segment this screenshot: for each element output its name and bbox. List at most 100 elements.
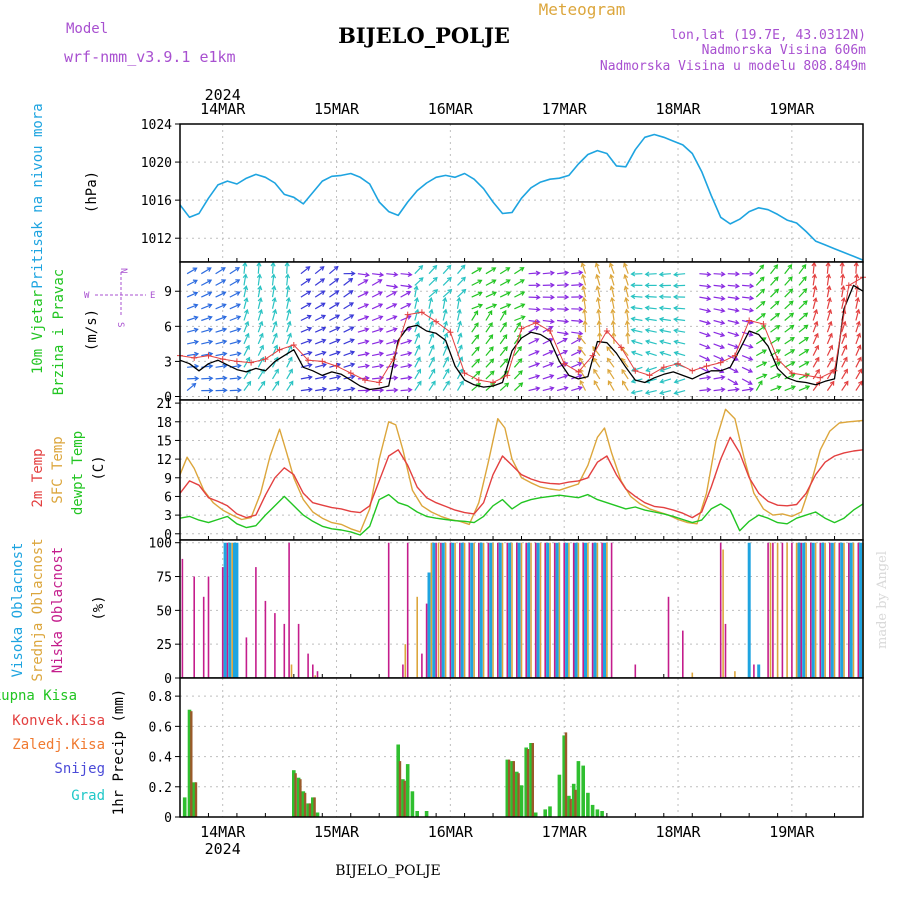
wind-barb-451	[770, 386, 782, 392]
wind-barb-head-367	[644, 339, 651, 345]
wind-barb-267	[528, 350, 539, 357]
wind-barb-head-362	[630, 271, 636, 277]
wind-barb-head-298	[577, 373, 583, 379]
wind-barb-215	[456, 309, 461, 321]
wind-barb-222	[471, 358, 480, 368]
wind-barb-head-314	[582, 308, 588, 314]
wind-barb-303	[571, 319, 583, 322]
wind-barb-head-471	[788, 276, 793, 282]
low-cloud-title: Niska Oblacnost	[50, 547, 66, 673]
wind-barb-head-299	[577, 361, 583, 367]
wind-barb-head-498	[828, 344, 834, 350]
wind-barb-377	[660, 351, 672, 357]
wind-barb-73	[271, 297, 276, 309]
wind-barb-214	[456, 321, 462, 333]
wind-barb-head-51	[243, 297, 249, 303]
wind-barb-416	[713, 284, 725, 288]
wind-barb-465	[784, 349, 795, 357]
wind-barb-head-359	[630, 305, 636, 311]
wind-barb-head-382	[658, 294, 664, 300]
model-name: wrf-nmm_v3.9.1 e1km	[64, 48, 236, 66]
wind-barb-184	[414, 286, 418, 298]
wind-barb-head-331	[607, 368, 612, 374]
wind-barb-209	[456, 380, 464, 391]
top-day-label-2: 16MAR	[428, 100, 474, 118]
wind-barb-head-490	[813, 308, 819, 315]
wind-barb-220	[471, 383, 481, 392]
wind-barb-448	[755, 288, 765, 298]
wind-barb-82	[286, 321, 291, 333]
wind-barb-head-355	[630, 350, 637, 356]
wind-barb-head-438	[749, 283, 755, 289]
wind-barb-4	[186, 341, 199, 345]
wind-barb-510	[841, 333, 847, 345]
precip-total-bar-6	[306, 803, 310, 817]
wind-barb-head-442	[762, 361, 768, 367]
wind-barb-226	[471, 310, 479, 321]
wind-gust-marker-47	[845, 282, 852, 289]
wind-barb-head-13	[208, 363, 214, 369]
wind-barb-279	[542, 338, 553, 345]
wind-barb-41	[229, 291, 240, 298]
wind-barb-139	[357, 303, 369, 310]
wind-barb-head-295	[564, 282, 570, 288]
wind-barb-469	[784, 300, 794, 310]
wind-barb-338	[610, 286, 615, 298]
wind-axis-title: 10m Vjetar Brzina i Pravac (m/s) N W E S	[30, 268, 155, 395]
wind-barb-head-378	[659, 339, 665, 345]
wind-barb-435	[741, 319, 753, 324]
t2m-title: 2m Temp	[30, 448, 46, 507]
wind-barb-head-227	[477, 303, 484, 309]
wind-barb-265	[528, 375, 540, 380]
wind-barb-head-2	[194, 363, 200, 369]
wind-barb-head-403	[706, 308, 712, 314]
wind-barb-271	[528, 308, 540, 311]
wind-barb-head-212	[458, 344, 463, 350]
wind-barb-522	[855, 321, 860, 333]
wind-gust-marker-34	[660, 364, 667, 371]
wind-barb-470	[784, 288, 793, 298]
wind-barb-head-185	[418, 277, 424, 282]
wind-barb-274	[528, 272, 540, 275]
wind-barb-143	[372, 389, 384, 392]
wind-barb-head-457	[775, 312, 781, 318]
wind-barb-head-472	[787, 264, 793, 270]
wind-barb-341	[622, 380, 629, 391]
wind-barb-head-323	[597, 331, 603, 337]
wind-barb-head-203	[443, 320, 448, 326]
wind-barb-120	[329, 266, 339, 275]
precip-ytick-label-2: 0.4	[149, 751, 173, 766]
wind-barb-144	[372, 377, 384, 380]
wind-barb-244	[499, 358, 508, 368]
wind-barb-head-452	[776, 373, 782, 379]
wind-barb-248	[499, 310, 507, 321]
wind-barb-293	[557, 308, 569, 310]
wind-barb-head-418	[734, 386, 740, 393]
wind-barb-head-510	[842, 332, 847, 338]
wind-barb-head-511	[841, 320, 847, 326]
wind-barb-351	[623, 263, 629, 274]
wind-barb-head-11	[208, 387, 214, 394]
wind-barb-491	[812, 298, 817, 309]
wind-barb-238	[485, 304, 497, 310]
precip-conv-bar-16	[574, 789, 577, 817]
wind-barb-head-350	[623, 273, 629, 279]
wind-barb-head-369	[644, 316, 650, 322]
wind-barb-355	[631, 351, 643, 357]
wind-barb-189	[428, 357, 435, 368]
wind-barb-head-34	[236, 375, 242, 381]
wind-gust-marker-28	[575, 368, 582, 375]
wind-barb-head-38	[236, 327, 242, 333]
wind-barb-head-180	[415, 332, 421, 338]
wind-gust-marker-2	[205, 352, 212, 359]
wind-barb-183	[414, 297, 418, 309]
wind-barb-head-152	[377, 279, 383, 284]
bottom-date-labels: 14MAR 15MAR 16MAR 17MAR 18MAR 19MAR 2024	[200, 823, 815, 858]
wind-barb-376	[660, 366, 672, 372]
wind-unit: (m/s)	[84, 309, 100, 351]
wind-barb-249	[499, 303, 511, 310]
wind-barb-218	[457, 277, 466, 286]
wind-barb-411	[713, 343, 725, 349]
wind-barb-373	[645, 273, 657, 275]
wind-barb-head-169	[407, 339, 413, 345]
